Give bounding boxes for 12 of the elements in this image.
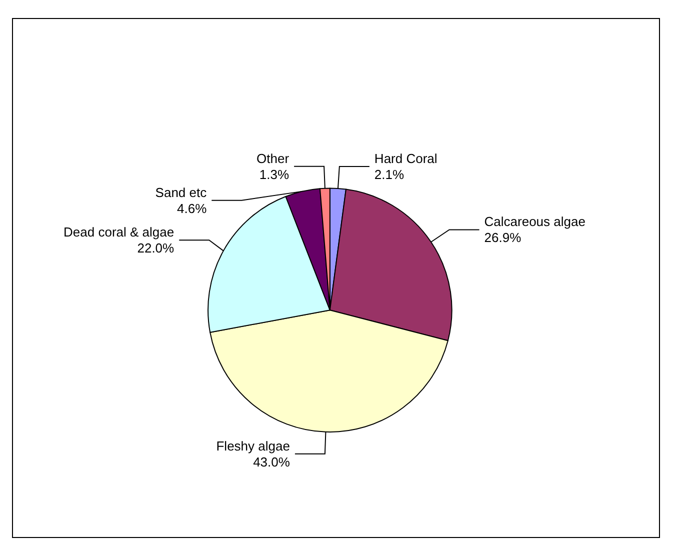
data-label: 22.0% <box>137 240 175 256</box>
slice-label: Fleshy algae <box>216 438 290 454</box>
data-label: 2.1% <box>374 167 404 182</box>
slice-label: Dead coral & algae <box>64 224 174 240</box>
data-label: 1.3% <box>259 166 290 182</box>
data-label: 26.9% <box>484 230 522 246</box>
data-label: 4.6% <box>176 200 208 216</box>
slice-label: Sand etc <box>155 184 208 200</box>
slice-label: Other <box>256 150 290 166</box>
data-label: 43.0% <box>253 454 290 470</box>
slice-label: Hard Coral <box>374 151 438 166</box>
slice-label: Calcareous algae <box>484 214 586 230</box>
